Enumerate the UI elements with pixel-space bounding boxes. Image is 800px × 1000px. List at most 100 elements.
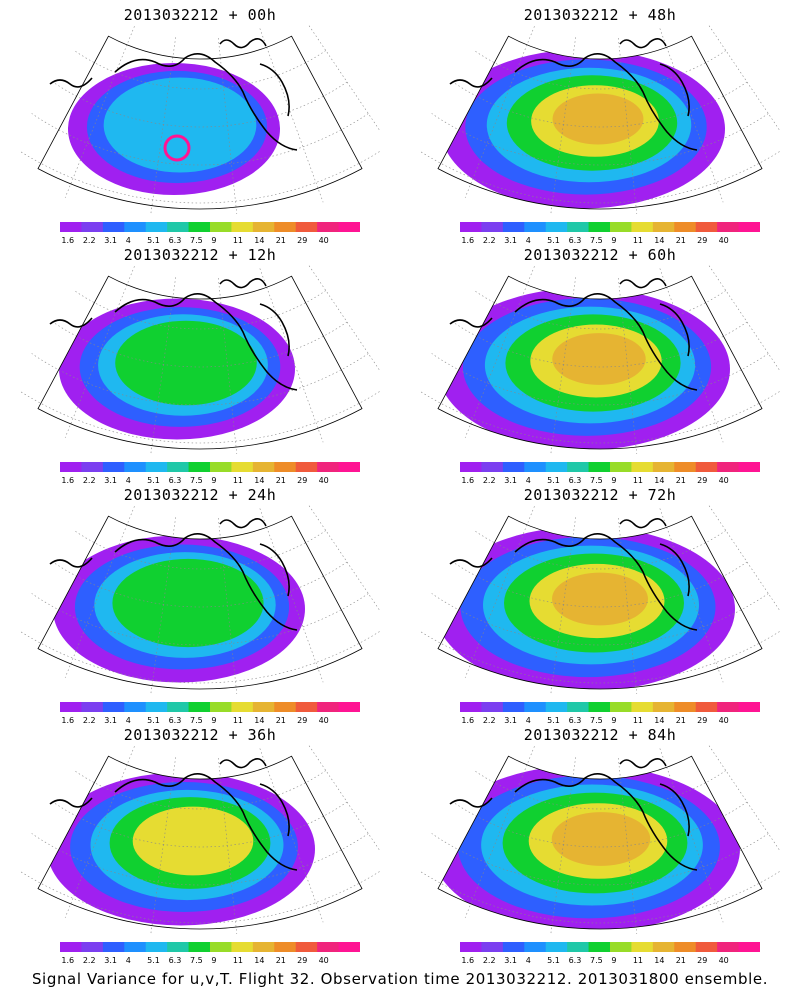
colorbar-label: 4: [126, 716, 131, 725]
colorbar-label: 4: [526, 236, 531, 245]
colorbar-swatch: [124, 462, 147, 472]
colorbar-swatch: [60, 702, 82, 712]
colorbar-swatch: [210, 222, 232, 232]
longitude-line: [550, 517, 576, 694]
colorbar-swatch: [145, 222, 168, 232]
colorbar-swatch: [167, 702, 190, 712]
colorbar-label: 2.2: [83, 236, 96, 245]
colorbar-swatch: [295, 222, 318, 232]
longitude-line: [307, 264, 380, 372]
colorbar-swatch: [231, 702, 254, 712]
colorbar-swatch: [460, 462, 482, 472]
colorbar-label: 3.1: [104, 236, 117, 245]
colorbar-swatch: [610, 702, 632, 712]
figure-caption: Signal Variance for u,v,T. Flight 32. Ob…: [31, 970, 769, 988]
colorbar-swatch: [295, 462, 318, 472]
colorbar-label: 7.5: [590, 956, 603, 965]
variance-map: [20, 264, 380, 454]
colorbar-swatch: [252, 942, 275, 952]
panel-title: 2013032212 + 48h: [523, 6, 677, 24]
colorbar-label: 7.5: [590, 716, 603, 725]
colorbar-swatch: [81, 942, 104, 952]
colorbar-label: 2.2: [83, 956, 96, 965]
colorbar-swatch: [717, 222, 740, 232]
colorbar-label: 9: [611, 716, 616, 725]
colorbar-label: 3.1: [504, 236, 517, 245]
colorbar: 1.6 2.2 3.1 4 5.1 6.3 7.5 9 11 14 21 29 40: [60, 462, 360, 485]
colorbar-swatch: [717, 942, 740, 952]
colorbar-swatch: [231, 222, 254, 232]
longitude-line: [659, 748, 724, 923]
colorbar-label: 14: [254, 236, 264, 245]
variance-contour: [115, 320, 257, 406]
colorbar-label: 14: [254, 476, 264, 485]
colorbar-label: 2.2: [483, 716, 496, 725]
colorbar-label: 6.3: [569, 716, 582, 725]
latitude-line: [74, 290, 326, 330]
colorbar-label: 14: [654, 476, 664, 485]
colorbar-label: 6.3: [169, 716, 182, 725]
longitude-line: [64, 746, 135, 918]
longitude-line: [150, 37, 176, 214]
latitude-line: [474, 770, 726, 810]
latitude-line: [20, 390, 380, 444]
colorbar-swatch: [167, 942, 190, 952]
colorbar-label: 11: [633, 476, 643, 485]
map-panel: 2013032212 + 00h 1.6 2.2 3.1 4 5.1 6.3 7.5 9 11 14…: [0, 0, 400, 246]
colorbar-label: 14: [654, 716, 664, 725]
colorbar-swatch: [567, 702, 590, 712]
latitude-line: [474, 290, 726, 330]
colorbar-swatch: [274, 222, 297, 232]
longitude-line: [617, 518, 638, 694]
domain-boundary: [37, 275, 363, 450]
colorbar-swatch: [460, 222, 482, 232]
colorbar-label: 6.3: [569, 236, 582, 245]
colorbar: 1.6 2.2 3.1 4 5.1 6.3 7.5 9 11 14 21 29 40: [460, 222, 760, 245]
colorbar-swatch: [317, 702, 340, 712]
colorbar-swatch: [588, 942, 611, 952]
colorbar-label: 9: [611, 476, 616, 485]
colorbar-label: 5.1: [547, 476, 560, 485]
colorbar-swatch: [588, 462, 611, 472]
colorbar-swatch: [717, 702, 740, 712]
colorbar-label: 3.1: [104, 956, 117, 965]
panel-title: 2013032212 + 24h: [123, 486, 277, 504]
colorbar-swatch: [652, 702, 675, 712]
colorbar-label: 9: [611, 236, 616, 245]
variance-map: [20, 744, 380, 934]
colorbar-swatch: [738, 702, 760, 712]
colorbar-swatch: [274, 702, 297, 712]
colorbar-swatch: [317, 222, 340, 232]
colorbar-label: 21: [676, 956, 686, 965]
colorbar-swatch: [695, 942, 718, 952]
colorbar-swatch: [210, 942, 232, 952]
variance-contour: [552, 333, 646, 385]
longitude-line: [464, 266, 535, 438]
colorbar: 1.6 2.2 3.1 4 5.1 6.3 7.5 9 11 14 21 29 40: [460, 462, 760, 485]
map-panel: 2013032212 + 72h 1.6 2.2 3.1 4 5.1 6.3 7.5 9 11 14…: [400, 480, 800, 726]
panel-title: 2013032212 + 36h: [123, 726, 277, 744]
variance-map: [420, 744, 780, 934]
panel-title: 2013032212 + 12h: [123, 246, 277, 264]
variance-map: [20, 24, 380, 214]
panel-title: 2013032212 + 00h: [123, 6, 277, 24]
colorbar-label: 2.2: [483, 236, 496, 245]
map-panel: 2013032212 + 24h 1.6 2.2 3.1 4 5.1 6.3 7.5 9 11 14…: [0, 480, 400, 726]
colorbar-swatch: [502, 942, 525, 952]
colorbar-swatch: [210, 462, 232, 472]
colorbar-label: 7.5: [190, 476, 203, 485]
colorbar-swatch: [588, 222, 611, 232]
longitude-line: [659, 28, 724, 203]
colorbar-label: 9: [211, 716, 216, 725]
colorbar-label: 29: [697, 236, 707, 245]
variance-contour: [103, 77, 257, 173]
colorbar-swatch: [460, 702, 482, 712]
domain-boundary: [37, 515, 363, 690]
colorbar-swatch: [252, 462, 275, 472]
latitude-line: [52, 561, 348, 608]
colorbar-swatch: [545, 702, 568, 712]
colorbar-label: 29: [297, 956, 307, 965]
colorbar-label: 4: [526, 956, 531, 965]
colorbar-label: 1.6: [461, 236, 474, 245]
colorbar-swatch: [274, 942, 297, 952]
